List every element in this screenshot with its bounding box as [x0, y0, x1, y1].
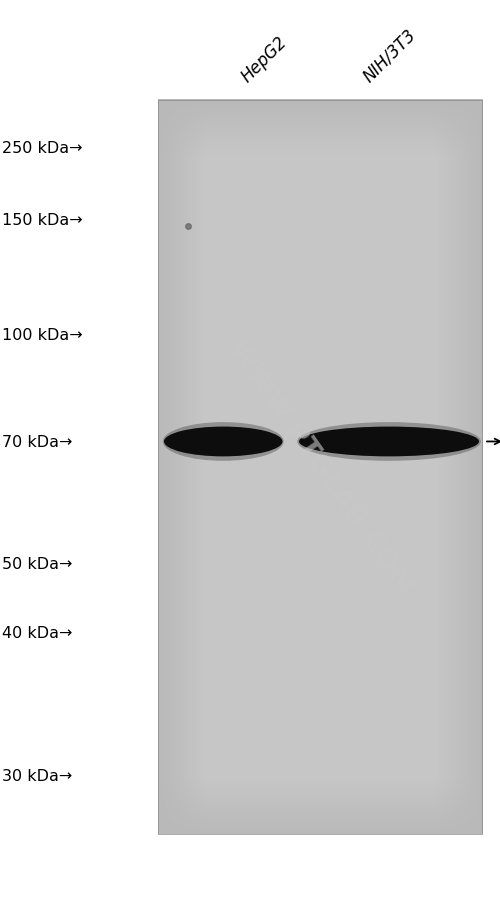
Text: WWW.PTGLAB.COM: WWW.PTGLAB.COM	[221, 335, 419, 601]
Text: 70 kDa→: 70 kDa→	[2, 435, 73, 449]
Ellipse shape	[163, 423, 284, 461]
Text: 40 kDa→: 40 kDa→	[2, 626, 73, 640]
Ellipse shape	[299, 427, 479, 456]
Ellipse shape	[164, 427, 282, 456]
Ellipse shape	[297, 423, 481, 461]
Text: 150 kDa→: 150 kDa→	[2, 213, 83, 227]
Text: HepG2: HepG2	[238, 32, 290, 86]
Text: 250 kDa→: 250 kDa→	[2, 141, 83, 155]
Text: 50 kDa→: 50 kDa→	[2, 557, 73, 571]
Text: 100 kDa→: 100 kDa→	[2, 328, 83, 343]
Bar	[158, 101, 482, 834]
Text: NIH/3T3: NIH/3T3	[360, 26, 420, 86]
Text: 30 kDa→: 30 kDa→	[2, 769, 73, 783]
